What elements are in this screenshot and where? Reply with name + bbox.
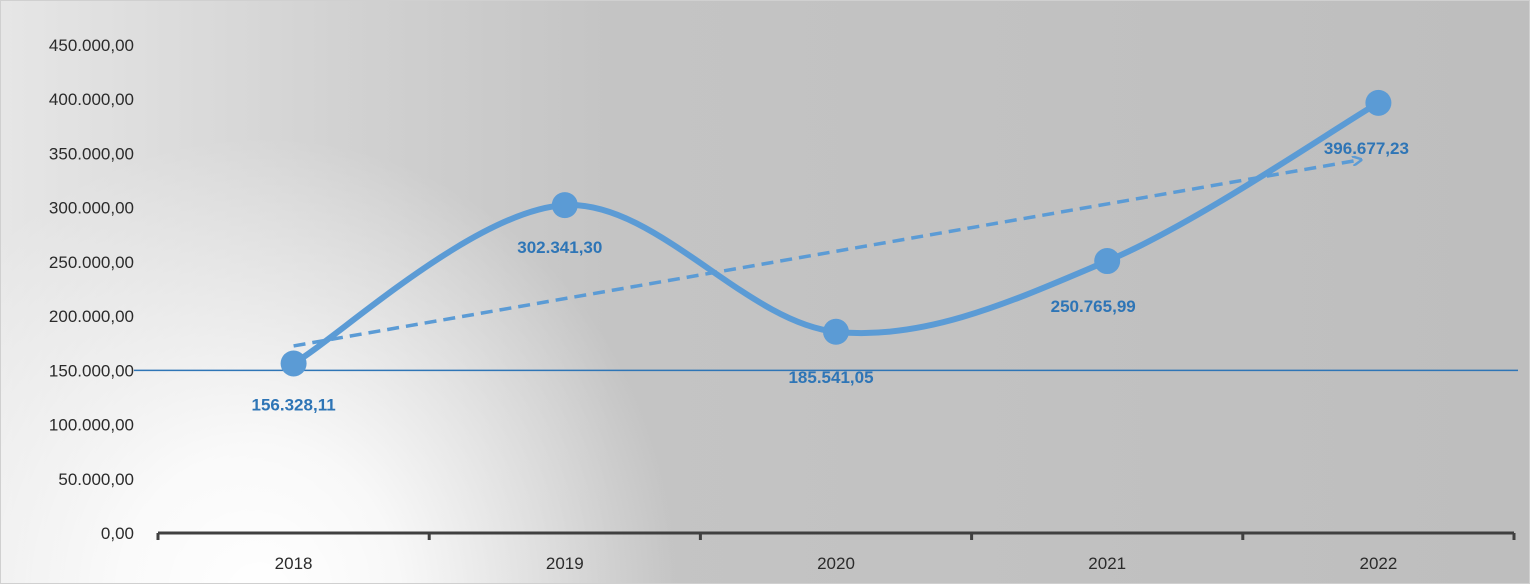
data-label: 156.328,11 <box>252 395 336 414</box>
series-group <box>280 89 1392 377</box>
y-tick-label: 150.000,00 <box>49 361 134 380</box>
y-tick-label: 450.000,00 <box>49 36 134 55</box>
y-tick-label: 200.000,00 <box>49 307 134 326</box>
data-label: 250.765,99 <box>1051 297 1136 316</box>
data-point <box>1365 89 1392 116</box>
y-tick-label: 350.000,00 <box>49 144 134 163</box>
y-tick-label: 300.000,00 <box>49 199 134 218</box>
y-axis-ticks: 0,00 50.000,00 100.000,00 150.000,00 200.000… <box>49 36 134 543</box>
y-tick-label: 100.000,00 <box>49 416 134 435</box>
y-tick-label: 50.000,00 <box>58 470 134 489</box>
data-point <box>823 318 849 345</box>
data-labels: 156.328,11 302.341,30 185.541,05 250.765,99… <box>252 139 1409 415</box>
x-tick-label: 2021 <box>1088 554 1126 573</box>
x-axis: 2018 2019 2020 2021 2022 <box>156 531 1516 573</box>
y-tick-label: 400.000,00 <box>49 90 134 109</box>
x-tick-label: 2019 <box>546 554 584 573</box>
data-point <box>1094 248 1121 275</box>
data-label: 302.341,30 <box>517 238 602 257</box>
x-tick-label: 2020 <box>817 554 855 573</box>
data-point <box>551 192 578 219</box>
y-tick-label: 250.000,00 <box>49 253 134 272</box>
x-tick-label: 2022 <box>1359 554 1397 573</box>
data-label: 185.541,05 <box>788 368 873 387</box>
trendline-group <box>293 160 1361 348</box>
x-tick-label: 2018 <box>275 554 313 573</box>
y-tick-label: 0,00 <box>101 524 134 543</box>
data-point <box>280 350 307 377</box>
trendline <box>293 160 1361 348</box>
data-label: 396.677,23 <box>1324 139 1409 158</box>
